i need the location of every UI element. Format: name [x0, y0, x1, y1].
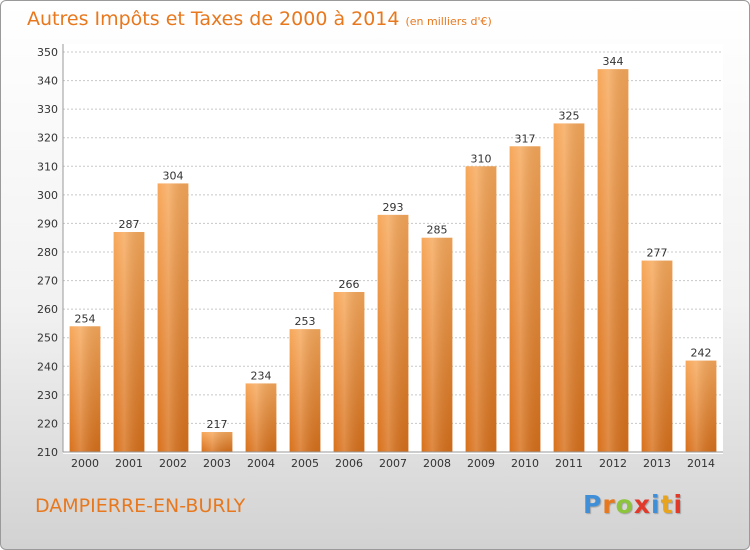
logo-letter: i: [673, 490, 684, 519]
y-tick-label: 320: [37, 132, 58, 145]
x-tick-label: 2008: [423, 457, 451, 470]
logo-letter: P: [583, 490, 603, 519]
bar-shine: [421, 237, 453, 452]
y-tick-label: 210: [37, 446, 58, 459]
town-name: DAMPIERRE-EN-BURLY: [35, 495, 246, 517]
y-tick-label: 230: [37, 389, 58, 402]
data-label: 344: [603, 55, 624, 68]
x-tick-label: 2013: [643, 457, 671, 470]
data-labels: 254 287 304 217 234 253 266 293 285 310 317 325 344 2…: [75, 55, 712, 431]
x-tick-label: 2000: [71, 457, 99, 470]
x-tick-label: 2007: [379, 457, 407, 470]
logo-letter: t: [660, 490, 674, 519]
x-tick-label: 2009: [467, 457, 495, 470]
logo-letter: i: [651, 490, 661, 519]
bar-shine: [377, 214, 409, 452]
data-label: 217: [207, 418, 228, 431]
data-label: 287: [119, 218, 140, 231]
data-label: 254: [75, 312, 96, 325]
x-tick-label: 2012: [599, 457, 627, 470]
y-tick-label: 330: [37, 103, 58, 116]
bar-shine: [69, 326, 101, 452]
x-tick-label: 2010: [511, 457, 539, 470]
bar-shine: [201, 432, 233, 452]
data-label: 253: [295, 315, 316, 328]
bar-shine: [157, 183, 189, 452]
y-tick-label: 220: [37, 417, 58, 430]
data-label: 317: [515, 132, 536, 145]
bar-shine: [553, 123, 585, 452]
y-tick-label: 340: [37, 75, 58, 88]
x-tick-label: 2002: [159, 457, 187, 470]
logo-letter: r: [602, 490, 616, 519]
chart-title: Autres Impôts et Taxes de 2000 à 2014 (en…: [27, 8, 492, 30]
y-tick-label: 310: [37, 160, 58, 173]
x-tick-label: 2014: [687, 457, 715, 470]
bar-shine: [597, 69, 629, 453]
bar-shine: [289, 329, 321, 452]
x-tick-label: 2011: [555, 457, 583, 470]
bar-shine: [465, 166, 497, 453]
y-tick-label: 300: [37, 189, 58, 202]
logo-letter: x: [633, 490, 651, 519]
data-label: 310: [471, 152, 492, 165]
y-tick-label: 280: [37, 246, 58, 259]
y-tick-label: 290: [37, 217, 58, 230]
bar-shine: [641, 260, 673, 452]
logo-letter: o: [615, 490, 634, 519]
y-tick-label: 240: [37, 360, 58, 373]
bar-shine: [509, 146, 541, 453]
y-axis: 210 220 230 240 250 260 270 280 290 300 310 320 330 3…: [37, 44, 64, 459]
data-label: 266: [339, 278, 360, 291]
x-tick-label: 2001: [115, 457, 143, 470]
bar-shine: [685, 360, 717, 452]
x-tick-label: 2003: [203, 457, 231, 470]
data-label: 277: [647, 247, 668, 260]
y-tick-label: 270: [37, 275, 58, 288]
data-label: 325: [559, 109, 580, 122]
x-axis: 2000 2001 2002 2003 2004 2005 2006 2007 2008 2009…: [63, 451, 723, 470]
chart-title-text: Autres Impôts et Taxes de 2000 à 2014: [27, 8, 400, 30]
y-tick-label: 250: [37, 332, 58, 345]
bar-shine: [113, 232, 145, 452]
y-tick-label: 350: [37, 46, 58, 59]
x-tick-label: 2004: [247, 457, 275, 470]
x-tick-label: 2005: [291, 457, 319, 470]
proxiti-logo: Proxiti: [583, 490, 683, 519]
bar-shine: [245, 383, 277, 452]
bar-shine: [333, 292, 365, 452]
x-tick-label: 2006: [335, 457, 363, 470]
data-label: 293: [383, 201, 404, 214]
y-tick-label: 260: [37, 303, 58, 316]
chart-subtitle: (en milliers d'€): [405, 15, 492, 28]
data-label: 304: [163, 169, 184, 182]
bars: [69, 69, 717, 453]
data-label: 285: [427, 224, 448, 237]
data-label: 234: [251, 369, 272, 382]
data-label: 242: [691, 347, 712, 360]
